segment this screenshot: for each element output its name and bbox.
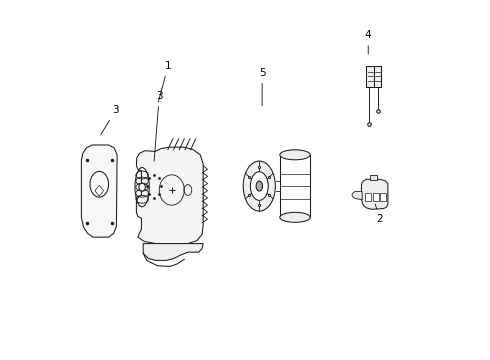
Text: 2: 2 (375, 204, 383, 224)
Polygon shape (367, 66, 373, 87)
Ellipse shape (151, 182, 156, 190)
Ellipse shape (243, 161, 275, 211)
Polygon shape (143, 244, 203, 260)
Bar (365, 193, 371, 202)
Ellipse shape (256, 181, 263, 191)
Polygon shape (81, 145, 117, 237)
Polygon shape (352, 192, 362, 200)
Text: 3: 3 (101, 105, 119, 135)
Polygon shape (374, 66, 381, 87)
Polygon shape (136, 147, 203, 244)
Ellipse shape (280, 212, 310, 222)
Polygon shape (362, 179, 388, 209)
Ellipse shape (139, 183, 146, 191)
Bar (380, 193, 386, 202)
Text: 4: 4 (365, 30, 371, 54)
Polygon shape (95, 185, 103, 196)
Text: 5: 5 (259, 68, 266, 106)
Text: 3: 3 (154, 91, 163, 161)
Bar (370, 175, 377, 180)
Ellipse shape (280, 150, 310, 160)
Ellipse shape (250, 172, 268, 201)
Text: 1: 1 (158, 61, 172, 102)
Bar (373, 193, 379, 202)
